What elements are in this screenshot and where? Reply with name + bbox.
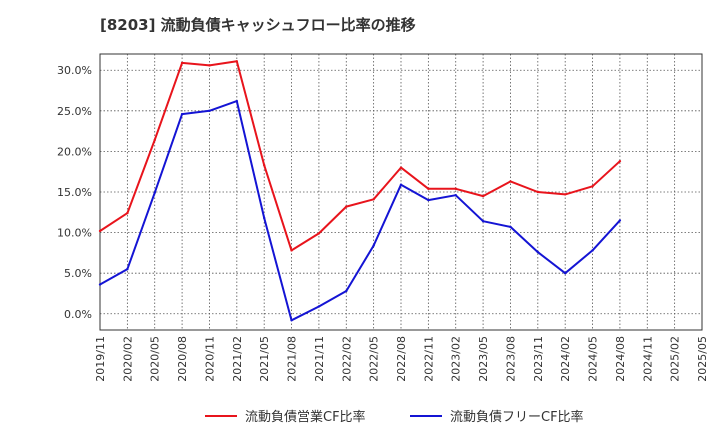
- x-tick-label: 2021/02: [231, 336, 244, 382]
- x-tick-label: 2024/05: [587, 336, 600, 382]
- data-point-series-1: [262, 164, 266, 167]
- x-tick-label: 2020/08: [176, 336, 189, 382]
- data-point-series-1: [317, 232, 321, 235]
- x-tick-label: 2022/08: [395, 336, 408, 382]
- y-tick-label: 20.0%: [57, 145, 92, 158]
- x-tick-label: 2024/11: [641, 336, 654, 382]
- data-point-series-1: [372, 198, 375, 201]
- y-tick-label: 15.0%: [57, 186, 92, 199]
- data-point-series-1: [399, 166, 403, 169]
- data-point-series-2: [427, 198, 430, 202]
- data-point-series-1: [427, 187, 430, 190]
- data-point-series-1: [235, 60, 239, 63]
- legend-label-2: 流動負債フリーCF比率: [450, 409, 584, 425]
- data-point-series-1: [208, 64, 211, 67]
- plot-frame: [99, 53, 703, 331]
- y-tick-label: 25.0%: [57, 105, 92, 118]
- data-point-series-2: [98, 283, 102, 286]
- data-point-series-1: [536, 190, 540, 194]
- series-line-2: [99, 100, 621, 322]
- y-tick-label: 5.0%: [64, 267, 92, 280]
- x-tick-label: 2022/05: [368, 336, 381, 382]
- x-tick-label: 2022/11: [422, 336, 435, 382]
- x-tick-label: 2023/02: [450, 336, 463, 382]
- data-point-series-2: [563, 271, 567, 275]
- legend-label-1: 流動負債営業CF比率: [245, 409, 366, 425]
- data-point-series-2: [126, 267, 129, 271]
- data-point-series-2: [618, 219, 622, 222]
- x-tick-label: 2025/02: [669, 336, 682, 382]
- x-tick-label: 2021/05: [258, 336, 271, 382]
- series-line-1: [99, 60, 621, 252]
- data-point-series-2: [262, 216, 266, 220]
- data-point-series-2: [372, 244, 375, 247]
- x-tick-label: 2019/11: [94, 336, 107, 382]
- data-point-series-1: [591, 185, 594, 188]
- y-tick-label: 10.0%: [57, 227, 92, 240]
- x-tick-label: 2020/02: [121, 336, 134, 382]
- data-point-series-1: [98, 229, 102, 233]
- data-point-series-2: [591, 249, 594, 252]
- data-point-series-1: [153, 138, 156, 142]
- data-point-series-2: [153, 191, 156, 195]
- data-point-series-2: [481, 220, 485, 223]
- y-tick-label: 0.0%: [64, 308, 92, 321]
- x-tick-label: 2021/08: [286, 336, 299, 382]
- x-tick-label: 2024/08: [614, 336, 627, 382]
- data-point-series-1: [481, 194, 485, 198]
- data-point-series-1: [454, 187, 457, 190]
- data-point-series-2: [180, 112, 184, 116]
- x-tick-label: 2023/08: [504, 336, 517, 382]
- x-tick-label: 2020/05: [149, 336, 162, 382]
- data-point-series-1: [126, 211, 129, 215]
- x-tick-label: 2020/11: [203, 336, 216, 382]
- x-tick-label: 2023/11: [532, 336, 545, 382]
- data-point-series-2: [208, 109, 211, 113]
- x-tick-label: 2022/02: [340, 336, 353, 382]
- chart-title: [8203] 流動負債キャッシュフロー比率の推移: [100, 16, 416, 34]
- data-point-series-1: [345, 205, 348, 208]
- x-tick-label: 2024/02: [559, 336, 572, 382]
- data-point-series-2: [509, 225, 512, 229]
- data-point-series-2: [290, 319, 293, 322]
- data-point-series-1: [180, 61, 184, 65]
- y-tick-label: 30.0%: [57, 64, 92, 77]
- x-tick-label: 2023/05: [477, 336, 490, 382]
- data-point-series-2: [317, 305, 321, 308]
- data-point-series-2: [345, 289, 348, 293]
- data-point-series-1: [290, 249, 293, 252]
- data-point-series-1: [618, 159, 622, 163]
- x-tick-label: 2021/11: [313, 336, 326, 382]
- x-tick-label: 2025/05: [696, 336, 709, 382]
- data-point-series-2: [536, 250, 540, 254]
- data-point-series-2: [235, 99, 239, 103]
- data-point-series-1: [509, 180, 512, 183]
- data-point-series-1: [563, 193, 567, 196]
- data-point-series-2: [399, 183, 403, 186]
- data-point-series-2: [454, 194, 457, 197]
